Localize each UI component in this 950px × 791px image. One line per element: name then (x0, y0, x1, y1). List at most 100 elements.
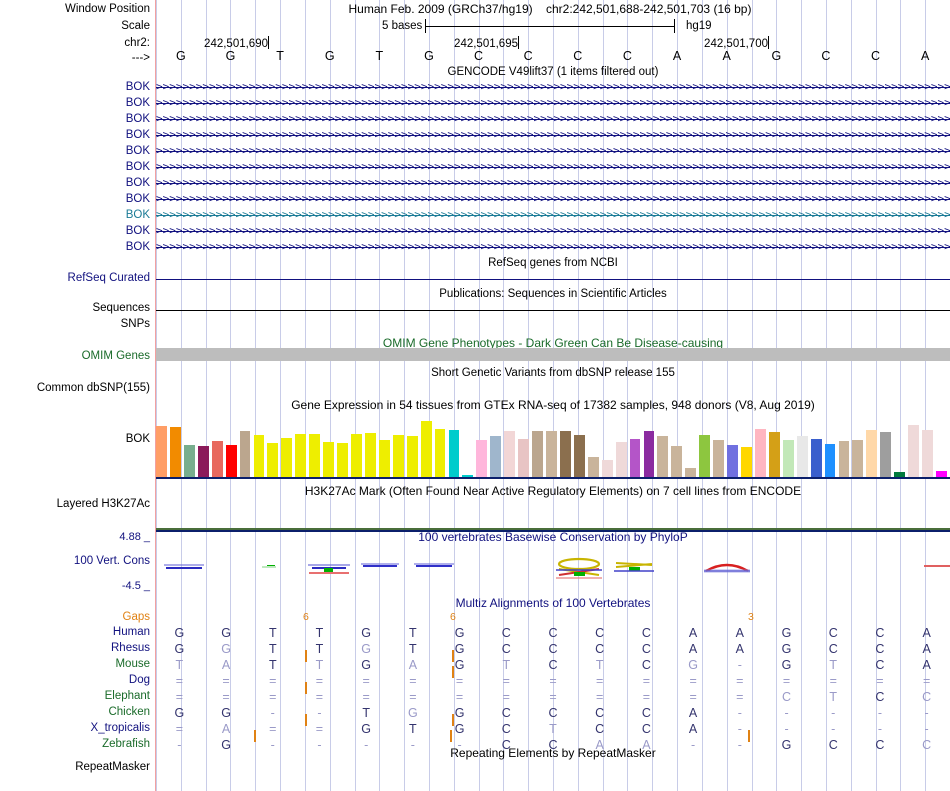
gtex-tissue-bar[interactable] (448, 429, 460, 477)
gencode-intron-line[interactable] (156, 231, 950, 232)
gtex-tissue-bar[interactable] (601, 459, 613, 477)
gtex-tissue-bar[interactable] (504, 431, 516, 477)
gtex-tissue-bar[interactable] (490, 436, 502, 477)
gencode-intron-line[interactable] (156, 119, 950, 120)
gtex-tissue-bar[interactable] (699, 434, 711, 477)
label-omim-genes[interactable]: OMIM Genes (81, 350, 150, 362)
gencode-gene-label[interactable]: BOK (125, 193, 150, 205)
gtex-tissue-bar[interactable] (615, 442, 627, 477)
label-100-vert-cons[interactable]: 100 Vert. Cons (73, 555, 150, 567)
gtex-tissue-bar[interactable] (434, 428, 446, 477)
gtex-tissue-bar[interactable] (364, 432, 376, 477)
gtex-tissue-bar[interactable] (587, 456, 599, 477)
label-refseq-curated[interactable]: RefSeq Curated (67, 272, 150, 284)
multiz-species-label[interactable]: Chicken (108, 706, 150, 718)
gtex-tissue-bar[interactable] (671, 446, 683, 477)
gencode-intron-line[interactable] (156, 183, 950, 184)
gtex-tissue-bar[interactable] (267, 442, 279, 477)
gtex-tissue-bar[interactable] (657, 436, 669, 477)
gencode-gene-label[interactable]: BOK (125, 97, 150, 109)
gtex-tissue-bar[interactable] (337, 442, 348, 477)
conservation-plot[interactable] (156, 540, 950, 592)
gtex-tissue-bar[interactable] (824, 443, 836, 477)
gtex-tissue-bar[interactable] (643, 431, 655, 477)
sequences-feature-line[interactable] (156, 310, 950, 311)
gencode-intron-line[interactable] (156, 247, 950, 248)
gencode-gene-label[interactable]: BOK (125, 129, 150, 141)
gtex-tissue-bar[interactable] (309, 434, 321, 477)
gencode-gene-label[interactable]: BOK (125, 209, 150, 221)
gtex-tissue-bar[interactable] (518, 439, 530, 477)
label-snps[interactable]: SNPs (120, 318, 150, 330)
gtex-tissue-bar[interactable] (156, 426, 167, 477)
label-common-dbsnp[interactable]: Common dbSNP(155) (36, 382, 150, 394)
gtex-tissue-bar[interactable] (225, 444, 237, 477)
gtex-tissue-bar[interactable] (908, 424, 920, 477)
omim-gene-bar[interactable] (156, 348, 950, 361)
multiz-species-label[interactable]: X_tropicalis (90, 722, 150, 734)
gencode-gene-label[interactable]: BOK (125, 177, 150, 189)
gtex-tissue-bar[interactable] (378, 439, 390, 477)
multiz-species-label[interactable]: Human (112, 626, 150, 638)
gtex-tissue-bar[interactable] (685, 468, 697, 477)
gencode-gene-label[interactable]: BOK (125, 225, 150, 237)
gencode-intron-line[interactable] (156, 167, 950, 168)
gtex-tissue-bar[interactable] (838, 441, 850, 477)
position-text[interactable]: chr2:242,501,688-242,501,703 (16 bp) (545, 2, 752, 16)
gtex-tissue-bar[interactable] (295, 433, 307, 477)
gtex-tissue-bar[interactable] (629, 439, 641, 477)
gtex-tissue-bar[interactable] (741, 447, 752, 477)
gtex-tissue-bar[interactable] (323, 442, 335, 477)
gtex-tissue-bar[interactable] (462, 475, 474, 477)
gtex-tissue-bar[interactable] (253, 434, 265, 477)
gencode-intron-line[interactable] (156, 199, 950, 200)
multiz-species-label[interactable]: Zebrafish (102, 738, 150, 750)
gtex-tissue-bar[interactable] (922, 429, 933, 477)
gencode-gene-label[interactable]: BOK (125, 81, 150, 93)
gtex-tissue-bar[interactable] (782, 439, 794, 477)
gtex-tissue-bar[interactable] (532, 431, 543, 477)
multiz-species-label[interactable]: Elephant (104, 690, 150, 702)
gtex-tissue-bar[interactable] (406, 436, 418, 477)
gtex-tissue-bar[interactable] (211, 441, 223, 477)
gtex-tissue-bar[interactable] (573, 434, 585, 477)
gencode-intron-line[interactable] (156, 151, 950, 152)
label-sequences[interactable]: Sequences (92, 302, 150, 314)
gtex-tissue-bar[interactable] (559, 431, 571, 477)
gtex-tissue-bar[interactable] (392, 434, 404, 477)
multiz-species-label[interactable]: Mouse (115, 658, 150, 670)
gtex-tissue-bar[interactable] (852, 439, 864, 477)
gencode-intron-line[interactable] (156, 103, 950, 104)
gencode-intron-line[interactable] (156, 87, 950, 88)
gtex-tissue-bar[interactable] (420, 420, 432, 477)
gtex-tissue-bar[interactable] (239, 431, 251, 477)
gtex-tissue-bar[interactable] (866, 429, 878, 477)
multiz-species-label[interactable]: Dog (128, 674, 150, 686)
gtex-tissue-bar[interactable] (880, 432, 892, 477)
gtex-tissue-bar[interactable] (476, 439, 488, 477)
gtex-tissue-bar[interactable] (351, 433, 362, 477)
gtex-tissue-bar[interactable] (894, 472, 906, 477)
gencode-intron-line[interactable] (156, 135, 950, 136)
gtex-tissue-bar[interactable] (754, 428, 766, 477)
gencode-gene-label[interactable]: BOK (125, 113, 150, 125)
gtex-tissue-bar[interactable] (810, 438, 822, 477)
gtex-tissue-bar[interactable] (546, 431, 557, 477)
gtex-tissue-bar[interactable] (713, 439, 725, 477)
gtex-tissue-bar[interactable] (768, 432, 780, 477)
gtex-tissue-bar[interactable] (197, 446, 209, 477)
gtex-tissue-bar[interactable] (796, 436, 808, 477)
label-repeatmasker[interactable]: RepeatMasker (75, 761, 150, 773)
gtex-tissue-bar[interactable] (183, 444, 195, 477)
gencode-gene-label[interactable]: BOK (125, 161, 150, 173)
gtex-tissue-bar[interactable] (281, 437, 293, 477)
refseq-feature-line[interactable] (156, 279, 950, 280)
gtex-tissue-bar[interactable] (169, 427, 181, 477)
label-layered-h3k27ac[interactable]: Layered H3K27Ac (56, 498, 150, 510)
gencode-gene-label[interactable]: BOK (125, 145, 150, 157)
gencode-intron-line[interactable] (156, 215, 950, 216)
multiz-species-label[interactable]: Rhesus (111, 642, 150, 654)
gtex-tissue-bar[interactable] (936, 470, 947, 477)
gtex-tissue-bar[interactable] (727, 444, 738, 477)
label-gtex-gene[interactable]: BOK (125, 433, 150, 445)
